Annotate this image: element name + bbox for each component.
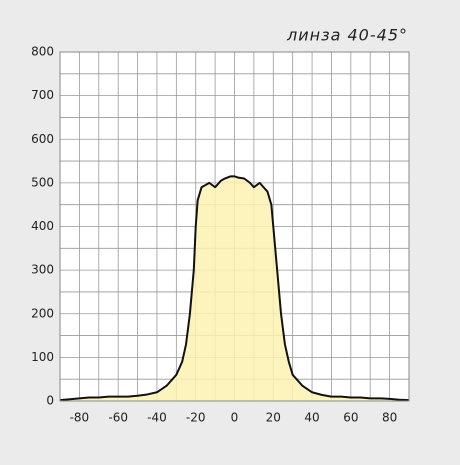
x-tick-label: -60 bbox=[108, 411, 128, 425]
plot-border bbox=[59, 51, 410, 402]
y-tick-label: 500 bbox=[31, 175, 54, 189]
y-tick-label: 200 bbox=[31, 306, 54, 320]
x-tick-label: 60 bbox=[343, 411, 358, 425]
y-tick-label: 800 bbox=[31, 45, 54, 59]
x-tick-label: -20 bbox=[186, 411, 206, 425]
line bbox=[59, 175, 410, 402]
y-tick-label: 400 bbox=[31, 219, 54, 233]
y-tick-label: 0 bbox=[46, 394, 54, 408]
y-tick-label: 100 bbox=[31, 350, 54, 364]
x-tick-label: -40 bbox=[147, 411, 167, 425]
x-tick-label: 0 bbox=[231, 411, 239, 425]
chart-title: линза 40-45° bbox=[286, 26, 408, 45]
y-tick-label: 700 bbox=[31, 88, 54, 102]
area bbox=[60, 176, 409, 401]
y-tick-label: 600 bbox=[31, 132, 54, 146]
y-tick-label: 300 bbox=[31, 263, 54, 277]
x-tick-label: -80 bbox=[70, 411, 90, 425]
x-tick-label: 40 bbox=[304, 411, 319, 425]
x-tick-label: 80 bbox=[382, 411, 397, 425]
x-tick-label: 20 bbox=[266, 411, 281, 425]
